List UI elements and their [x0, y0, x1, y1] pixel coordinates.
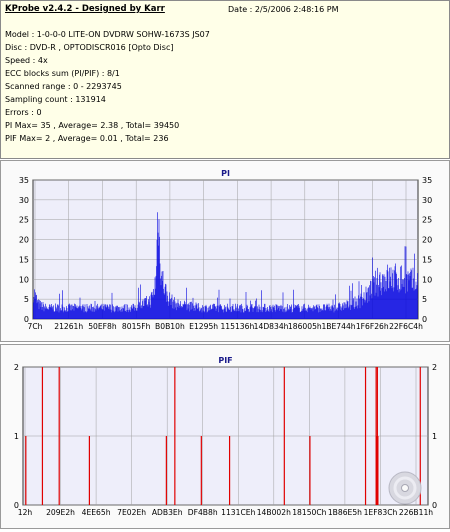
x-tick-label: 226B11h: [399, 508, 433, 517]
x-tick-label: 14B002h: [257, 508, 291, 517]
x-tick-label: 1BE744h: [321, 322, 355, 331]
x-tick-label: 1F6F26h: [356, 322, 389, 331]
info-line-sampling: Sampling count : 131914: [5, 95, 106, 104]
scan-date: Date : 2/5/2006 2:48:16 PM: [228, 5, 339, 14]
x-tick-label: DF4B8h: [188, 508, 218, 517]
info-line-pif-stats: PIF Max= 2 , Average= 0.01 , Total= 236: [5, 134, 169, 143]
y-tick-label-left: 5: [24, 295, 29, 304]
info-line-errors: Errors : 0: [5, 108, 42, 117]
info-line-range: Scanned range : 0 - 2293745: [5, 82, 122, 91]
info-panel: KProbe v2.4.2 - Designed by Karr Date : …: [0, 0, 450, 159]
x-tick-label: 8015Fh: [122, 322, 151, 331]
y-tick-label-right: 15: [422, 255, 432, 264]
info-line-disc: Disc : DVD-R , OPTODISCR016 [Opto Disc]: [5, 43, 174, 52]
y-tick-label-right: 2: [432, 363, 437, 372]
x-tick-label: 1EF83Ch: [364, 508, 398, 517]
y-tick-label-left: 20: [19, 236, 29, 245]
y-tick-label-left: 35: [19, 176, 29, 185]
x-tick-label: 7E02Eh: [117, 508, 146, 517]
info-line-speed: Speed : 4x: [5, 56, 48, 65]
info-line-ecc: ECC blocks sum (PI/PIF) : 8/1: [5, 69, 120, 78]
x-tick-label: 4EE65h: [82, 508, 111, 517]
plot-area: [32, 179, 419, 320]
x-tick-label: 7Ch: [28, 322, 43, 331]
y-tick-label-left: 30: [19, 196, 29, 205]
info-line-pi-stats: PI Max= 35 , Average= 2.38 , Total= 3945…: [5, 121, 180, 130]
disc-watermark-icon: [388, 471, 422, 505]
x-tick-label: 21261h: [54, 322, 83, 331]
pif-chart: PIF 0 0 1 1 2 2 12h 209E2h 4EE65h 7E02Eh ADB3Eh DF4B…: [14, 356, 437, 517]
y-tick-label-right: 25: [422, 216, 432, 225]
chart-title: PI: [221, 169, 230, 178]
x-tick-label: 18150Ch: [292, 508, 326, 517]
x-tick-label: ADB3Eh: [152, 508, 183, 517]
info-lines: Model : 1-0-0-0 LITE-ON DVDRW SOHW-1673S…: [5, 28, 210, 145]
y-tick-label-right: 0: [432, 501, 437, 510]
y-tick-label-left: 0: [14, 501, 19, 510]
x-tick-label: 209E2h: [46, 508, 75, 517]
pif-chart-panel: PIF 0 0 1 1 2 2 12h 209E2h 4EE65h 7E02Eh ADB3Eh DF4B…: [0, 344, 450, 529]
x-tick-label: E1295h: [189, 322, 218, 331]
y-tick-label-left: 10: [19, 275, 29, 284]
app-title: KProbe v2.4.2 - Designed by Karr: [5, 4, 165, 14]
x-tick-label: 186005h: [288, 322, 322, 331]
x-tick-label: B0B10h: [155, 322, 185, 331]
pif-series: [25, 367, 421, 505]
x-tick-label: 1131CEh: [221, 508, 255, 517]
y-tick-label-right: 35: [422, 176, 432, 185]
y-tick-label-right: 30: [422, 196, 432, 205]
info-line-model: Model : 1-0-0-0 LITE-ON DVDRW SOHW-1673S…: [5, 30, 210, 39]
x-tick-label: 115136h: [220, 322, 254, 331]
y-tick-label-left: 25: [19, 216, 29, 225]
y-tick-label-left: 2: [14, 363, 19, 372]
y-tick-label-left: 15: [19, 255, 29, 264]
x-tick-label: 22F6C4h: [389, 322, 423, 331]
y-tick-label-left: 1: [14, 432, 19, 441]
pi-series: [33, 212, 418, 319]
x-tick-label: 1B86E5h: [328, 508, 362, 517]
y-tick-label-right: 20: [422, 236, 432, 245]
y-tick-label-right: 0: [422, 315, 427, 324]
x-tick-label: 50EF8h: [88, 322, 117, 331]
y-tick-label-left: 0: [24, 315, 29, 324]
y-tick-label-right: 1: [432, 432, 437, 441]
y-tick-label-right: 10: [422, 275, 432, 284]
pi-chart-panel: PI 0 0 5 5 10 10 15 15 20 20 25 25 30 30 35 35 7Ch 21261h 5…: [0, 160, 450, 342]
x-tick-label: 14D834h: [254, 322, 289, 331]
pi-chart: PI 0 0 5 5 10 10 15 15 20 20 25 25 30 30 35 35 7Ch 21261h 5…: [19, 169, 432, 331]
chart-title: PIF: [218, 356, 232, 365]
x-tick-label: 12h: [18, 508, 33, 517]
y-tick-label-right: 5: [422, 295, 427, 304]
